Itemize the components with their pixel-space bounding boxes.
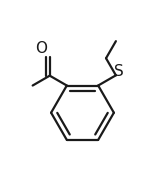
Text: S: S: [114, 64, 124, 79]
Text: O: O: [36, 41, 48, 56]
